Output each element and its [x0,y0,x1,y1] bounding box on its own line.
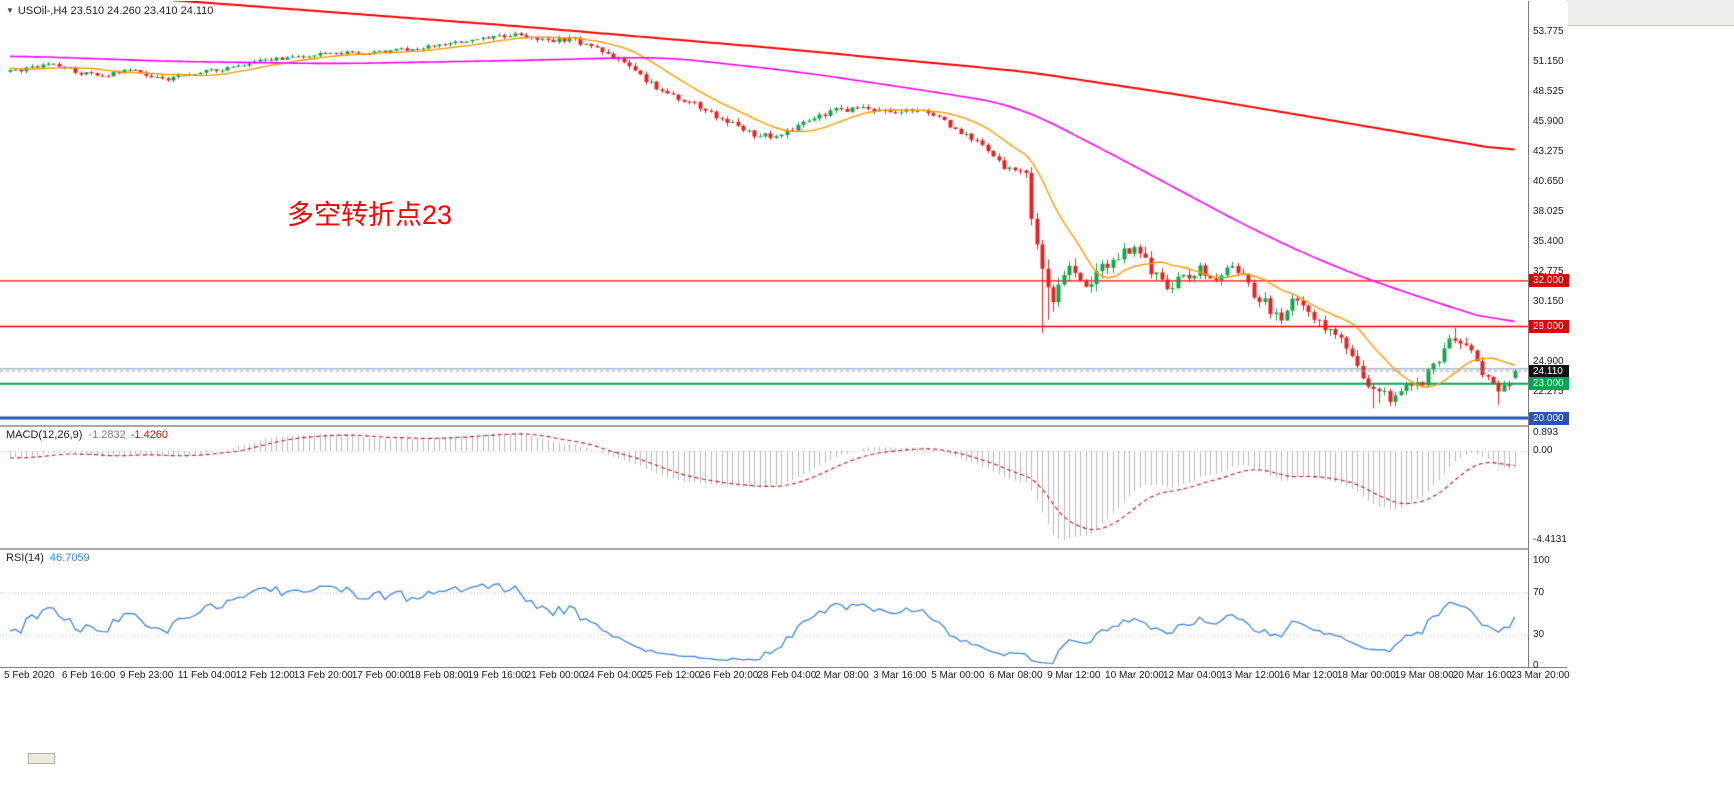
time-axis-label: 18 Feb 08:00 [409,670,469,681]
rsi-value: 46.7059 [49,552,90,564]
macd-header: MACD(12,26,9) -1.2832 -1.4260 [6,429,168,441]
time-axis-label: 20 Mar 16:00 [1452,670,1512,681]
time-axis-label: 19 Feb 16:00 [467,670,527,681]
macd-scale-tick: 0.893 [1533,426,1559,438]
price-tick: 40.650 [1533,176,1564,187]
price-flag-32.000: 32.000 [1529,274,1569,288]
price-tick: 53.775 [1533,26,1564,37]
price-tick: 35.400 [1533,236,1564,247]
rsi-scale-tick: 0 [1533,660,1539,671]
price-flag-23.000: 23.000 [1529,377,1569,391]
time-axis-label: 24 Feb 04:00 [583,670,643,681]
time-axis-label: 13 Feb 20:00 [293,670,353,681]
rsi-header: RSI(14) 46.7059 [6,552,90,564]
price-tick: 30.150 [1533,296,1564,307]
time-axis-label: 23 Mar 20:00 [1510,670,1570,681]
price-flag-28.000: 28.000 [1529,320,1569,334]
time-axis-label: 16 Mar 12:00 [1278,670,1338,681]
macd-label: MACD(12,26,9) [6,429,83,441]
time-axis-label: 9 Feb 23:00 [119,670,174,681]
time-axis-label: 11 Feb 04:00 [177,670,237,681]
price-tick: 45.900 [1533,116,1564,127]
time-axis-label: 5 Mar 00:00 [931,670,985,681]
bottom-left-box [28,753,55,764]
time-axis-label: 21 Feb 00:00 [525,670,585,681]
chart-info-line: ▼ USOil-,H4 23.510 24.260 23.410 24.110 [6,5,213,17]
time-axis-label: 17 Feb 00:00 [351,670,411,681]
rsi-scale-tick: 100 [1533,555,1550,566]
price-flag-24.110: 24.110 [1529,364,1569,378]
time-axis-label: 26 Feb 20:00 [699,670,759,681]
time-axis[interactable]: 5 Feb 2020 6 Feb 16:00 9 Feb 23:00 11 Feb 0… [0,669,1570,684]
panel-divider-rsi[interactable] [0,548,1567,550]
chart-window: ▼ USOil-,H4 23.510 24.260 23.410 24.110 多… [0,0,1570,766]
rsi-scale-tick: 70 [1533,586,1545,598]
time-axis-label: 28 Feb 04:00 [757,670,817,681]
price-tick: 22.275 [1533,386,1564,397]
time-axis-label: 3 Mar 16:00 [873,670,927,681]
macd-main-value: -1.2832 [88,429,126,441]
symbol-ohlc-text: USOil-,H4 23.510 24.260 23.410 24.110 [17,5,214,17]
panel-divider-macd[interactable] [0,425,1567,427]
rsi-scale-tick: 30 [1533,628,1545,640]
price-tick: 24.900 [1533,356,1564,367]
macd-signal-value: -1.4260 [130,429,169,441]
price-flag-20.000: 20.000 [1529,411,1569,425]
time-axis-label: 9 Mar 12:00 [1047,670,1101,681]
chart-text-annotation: 多空转折点23 [287,200,453,230]
time-axis-border [0,667,1567,668]
price-tick: 32.775 [1533,266,1564,277]
macd-scale-tick: -4.4131 [1533,534,1567,545]
price-tick: 48.525 [1533,86,1564,97]
price-tick: 51.150 [1533,56,1564,67]
time-axis-label: 2 Mar 08:00 [815,670,869,681]
macd-indicator-canvas[interactable] [0,427,1528,546]
collapse-arrow-icon[interactable]: ▼ [6,6,14,15]
main-chart-canvas[interactable] [0,1,1528,425]
time-axis-label: 25 Feb 12:00 [641,670,701,681]
rsi-label: RSI(14) [6,552,44,564]
price-scale[interactable]: 53.775 51.150 48.525 45.900 43.275 40.650 38.0… [1528,1,1569,671]
time-axis-label: 19 Mar 08:00 [1394,670,1454,681]
time-axis-label: 18 Mar 00:00 [1336,670,1396,681]
time-axis-label: 6 Mar 08:00 [989,670,1043,681]
time-axis-label: 12 Feb 12:00 [235,670,295,681]
rsi-indicator-canvas[interactable] [0,550,1528,667]
time-axis-label: 10 Mar 20:00 [1105,670,1164,681]
time-axis-label: 6 Feb 16:00 [61,670,116,681]
time-axis-label: 13 Mar 12:00 [1220,670,1280,681]
time-axis-label: 5 Feb 2020 [4,670,55,681]
time-axis-label: 12 Mar 04:00 [1163,670,1222,681]
macd-scale-tick: 0.00 [1533,445,1553,456]
price-tick: 43.275 [1533,146,1564,157]
price-tick: 38.025 [1533,206,1564,217]
